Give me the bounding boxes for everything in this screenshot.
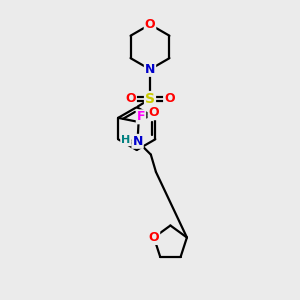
Text: N: N xyxy=(145,63,155,76)
Text: N: N xyxy=(132,135,143,148)
Text: O: O xyxy=(125,92,136,106)
Text: O: O xyxy=(148,231,159,244)
Text: S: S xyxy=(145,92,155,106)
Text: O: O xyxy=(164,92,175,106)
Text: O: O xyxy=(145,18,155,31)
Text: F: F xyxy=(137,110,145,123)
Text: O: O xyxy=(148,106,159,119)
Text: H: H xyxy=(121,135,130,145)
